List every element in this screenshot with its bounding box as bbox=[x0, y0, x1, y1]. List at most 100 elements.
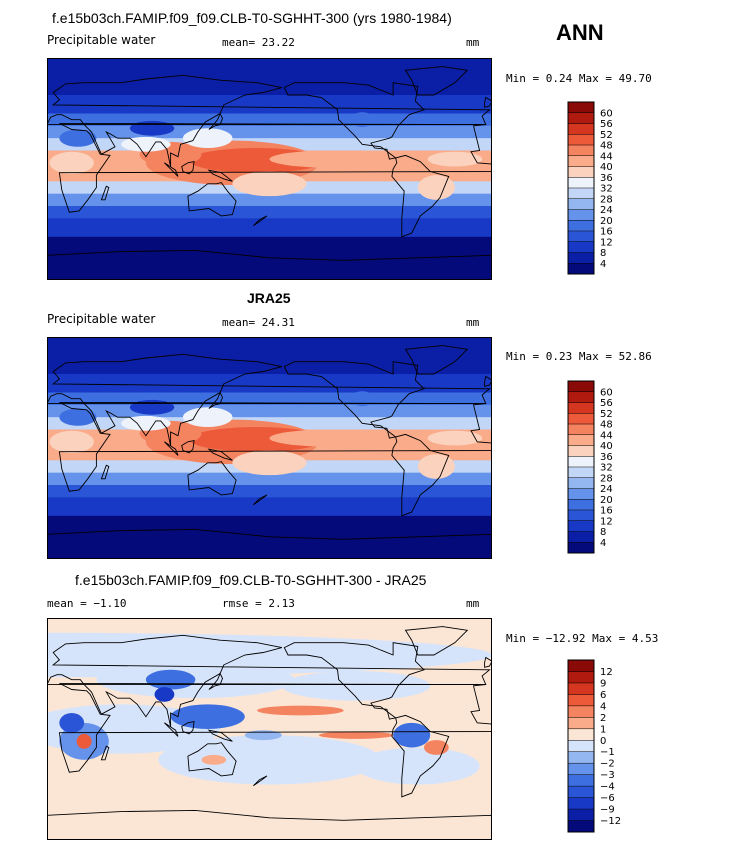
colorbar-tick-label: 48 bbox=[600, 141, 613, 152]
colorbar-swatch bbox=[568, 177, 594, 189]
colorbar-swatch bbox=[568, 252, 594, 264]
coastline bbox=[484, 656, 492, 668]
map-contour-region bbox=[424, 66, 462, 87]
panel3-map bbox=[47, 618, 492, 840]
colorbar-tick-label: 8 bbox=[600, 248, 606, 259]
colorbar-swatch bbox=[568, 728, 594, 741]
colorbar-tick-label: 0 bbox=[600, 736, 606, 747]
colorbar-swatch bbox=[568, 112, 594, 124]
map-contour-region bbox=[121, 415, 171, 431]
colorbar-swatch bbox=[568, 531, 594, 543]
coastline bbox=[164, 441, 179, 456]
colorbar-swatch bbox=[568, 499, 594, 511]
colorbar-tick-label: 4 bbox=[600, 259, 606, 270]
colorbar-swatch bbox=[568, 241, 594, 253]
coastline bbox=[187, 461, 237, 496]
coastline bbox=[164, 722, 179, 737]
map-contour-region bbox=[59, 712, 85, 733]
map-contour-region bbox=[424, 740, 449, 755]
coastline bbox=[47, 249, 492, 280]
coastline bbox=[187, 182, 237, 217]
colorbar-tick-label: 32 bbox=[600, 463, 613, 474]
map-band bbox=[47, 95, 492, 114]
coastline bbox=[283, 361, 425, 439]
map-contour-region bbox=[318, 731, 394, 739]
panel2-variable-label: Precipitable water bbox=[47, 312, 156, 326]
colorbar-swatch bbox=[568, 510, 594, 522]
colorbar-tick-label: −12 bbox=[600, 816, 621, 827]
panel1-minmax: Min = 0.24 Max = 49.70 bbox=[506, 72, 652, 85]
colorbar-tick-label: −3 bbox=[600, 770, 615, 781]
coastline bbox=[58, 401, 492, 492]
map-contour-region bbox=[59, 129, 97, 147]
colorbar-swatch bbox=[568, 123, 594, 135]
colorbar-swatch bbox=[568, 682, 594, 695]
colorbar-tick-label: 12 bbox=[600, 516, 613, 527]
colorbar-swatch bbox=[568, 671, 594, 684]
coastline bbox=[484, 96, 492, 108]
colorbar-swatch bbox=[568, 155, 594, 167]
map-contour-region bbox=[424, 345, 462, 366]
colorbar-swatch bbox=[568, 188, 594, 200]
colorbar-tick-label: 4 bbox=[600, 538, 606, 549]
colorbar-swatch bbox=[568, 209, 594, 221]
coastline bbox=[391, 714, 450, 798]
map-contour-region bbox=[281, 671, 431, 701]
coastline bbox=[47, 353, 491, 446]
map-contour-region bbox=[129, 120, 175, 136]
panel2-mean: mean= 24.31 bbox=[222, 316, 295, 329]
colorbar-swatch bbox=[568, 456, 594, 468]
colorbar-swatch bbox=[568, 774, 594, 787]
coastline bbox=[208, 672, 223, 690]
colorbar-tick-label: 56 bbox=[600, 119, 613, 130]
map-band bbox=[47, 472, 492, 486]
panel2-title: JRA25 bbox=[247, 290, 291, 306]
coastline bbox=[100, 745, 110, 761]
panel3-rmse: rmse = 2.13 bbox=[222, 597, 295, 610]
colorbar-swatch bbox=[568, 694, 594, 707]
coastline bbox=[253, 775, 268, 787]
panel1-variable-label: Precipitable water bbox=[47, 33, 156, 47]
map-band bbox=[47, 125, 492, 139]
colorbar-swatch bbox=[568, 542, 594, 554]
colorbar-tick-label: 12 bbox=[600, 667, 613, 678]
map-contour-region bbox=[356, 747, 480, 785]
map-contour-region bbox=[232, 450, 307, 476]
map-contour-region bbox=[269, 429, 394, 447]
colorbar-swatch bbox=[568, 424, 594, 436]
map-contour-region bbox=[145, 669, 196, 690]
coastline bbox=[404, 626, 469, 656]
colorbar-swatch bbox=[568, 231, 594, 243]
map-contour-region bbox=[49, 430, 94, 453]
colorbar-tick-label: −9 bbox=[600, 805, 615, 816]
map-contour-region bbox=[154, 687, 175, 702]
map-contour-region bbox=[158, 735, 381, 785]
coastline bbox=[207, 729, 233, 742]
map-contour-region bbox=[427, 430, 483, 446]
colorbar-swatch bbox=[568, 477, 594, 489]
map-contour-region bbox=[417, 454, 455, 479]
colorbar-tick-label: −1 bbox=[600, 747, 615, 758]
colorbar-tick-label: −4 bbox=[600, 782, 615, 793]
colorbar-tick-label: 44 bbox=[600, 151, 613, 162]
coastline bbox=[181, 161, 195, 175]
colorbar-tick-label: 16 bbox=[600, 506, 613, 517]
colorbar-tick-label: 40 bbox=[600, 441, 613, 452]
coastline bbox=[47, 634, 491, 727]
colorbar-tick-label: 24 bbox=[600, 205, 613, 216]
panel1-mean: mean= 23.22 bbox=[222, 36, 295, 49]
coastline bbox=[391, 433, 450, 517]
map-contour-region bbox=[76, 733, 92, 749]
colorbar-tick-label: 9 bbox=[600, 678, 606, 689]
colorbar-swatch bbox=[568, 134, 594, 146]
colorbar-swatch bbox=[568, 220, 594, 232]
colorbar-swatch bbox=[568, 402, 594, 414]
colorbar-swatch bbox=[568, 705, 594, 718]
map-band bbox=[47, 485, 492, 498]
colorbar-swatch bbox=[568, 145, 594, 157]
colorbar-tick-label: 1 bbox=[600, 724, 606, 735]
colorbar-tick-label: 44 bbox=[600, 430, 613, 441]
colorbar-swatch bbox=[568, 391, 594, 403]
